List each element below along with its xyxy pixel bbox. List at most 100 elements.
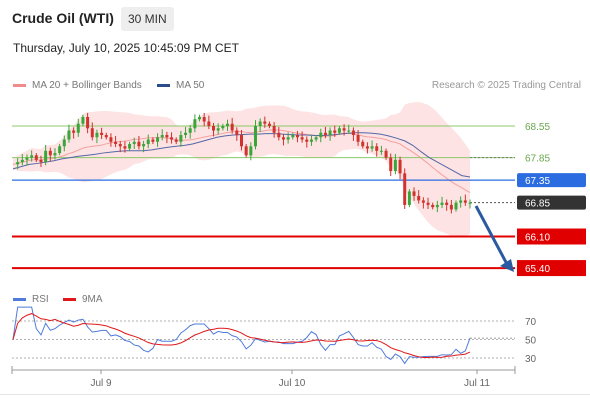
x-axis-tick-label: Jul 9: [90, 378, 112, 389]
rsi-tick-label: 70: [525, 317, 537, 328]
source-credit: Research © 2025 Trading Central: [431, 80, 581, 91]
candle-body: [216, 128, 220, 131]
candle-body: [463, 200, 467, 203]
candle-body: [109, 137, 113, 142]
candle-body: [305, 139, 309, 142]
candle-body: [34, 155, 38, 160]
candle-body: [72, 130, 76, 133]
candle-body: [226, 123, 230, 126]
candle-body: [300, 137, 304, 140]
candle-body: [53, 153, 57, 156]
candle-body: [86, 116, 90, 129]
candle-body: [333, 130, 337, 133]
bollinger-legend-label: MA 20 + Bollinger Bands: [32, 80, 142, 91]
support-tag: [517, 260, 586, 277]
candle-body: [114, 141, 118, 145]
legend-bollinger: MA 20 + Bollinger Bands: [13, 80, 142, 91]
candle-body: [193, 119, 197, 129]
candle-body: [132, 141, 136, 145]
candle-body: [435, 204, 439, 208]
chart-header: Crude Oil (WTI) 30 MIN Thursday, July 10…: [0, 0, 590, 70]
last-price-label: 66.85: [525, 199, 550, 210]
ma9-swatch: [63, 297, 76, 301]
resistance-label: 68.55: [525, 122, 550, 133]
candle-body: [244, 146, 248, 156]
ma50-swatch: [157, 83, 170, 87]
candle-body: [20, 159, 24, 163]
rsi-tick-label: 50: [525, 336, 537, 347]
candle-body: [384, 150, 388, 158]
rsi-line: [12, 306, 471, 365]
candle-body: [39, 159, 43, 163]
candle-body: [188, 128, 192, 133]
candle-body: [142, 144, 146, 147]
ma9-legend-label: 9MA: [82, 294, 103, 305]
candle-body: [323, 132, 327, 136]
rsi-ma-line: [12, 313, 471, 359]
candle-body: [417, 195, 421, 201]
candle-body: [198, 116, 202, 120]
candle-body: [174, 139, 178, 142]
bollinger-swatch: [13, 83, 26, 87]
candle-body: [393, 159, 397, 172]
candle-body: [160, 135, 164, 138]
candle-body: [230, 123, 234, 131]
candle-body: [146, 139, 150, 145]
candle-body: [44, 150, 48, 163]
candle-body: [263, 121, 267, 124]
ma50-legend-label: MA 50: [176, 80, 205, 91]
candle-body: [221, 126, 225, 129]
candle-body: [454, 202, 458, 210]
candle-body: [104, 135, 108, 138]
x-axis-tick-label: Jul 11: [464, 378, 490, 389]
candle-body: [328, 130, 332, 136]
candle-body: [258, 121, 262, 126]
forecast-arrow-head: [500, 259, 514, 272]
candle-body: [440, 202, 444, 205]
candle-body: [431, 204, 435, 208]
candle-body: [272, 126, 276, 133]
candle-body: [62, 139, 66, 147]
candle-body: [100, 132, 104, 136]
candle-body: [361, 141, 365, 147]
candle-body: [347, 130, 351, 132]
candle-body: [319, 132, 323, 138]
candle-body: [90, 128, 94, 138]
candle-body: [184, 132, 188, 136]
legend-9ma: 9MA: [63, 294, 103, 305]
report-datetime: Thursday, July 10, 2025 10:45:09 PM CET: [13, 41, 239, 55]
candle-body: [151, 139, 155, 142]
legend-ma50: MA 50: [157, 80, 204, 91]
candle-body: [295, 135, 299, 138]
candle-body: [291, 135, 295, 138]
instrument-title: Crude Oil (WTI): [12, 10, 114, 26]
candle-body: [137, 141, 141, 147]
candle-body: [170, 137, 174, 140]
candle-body: [67, 130, 71, 140]
candle-body: [76, 123, 80, 133]
support-label: 66.10: [525, 233, 550, 244]
timeframe-button[interactable]: 30 MIN: [121, 7, 174, 31]
bottom-border: [0, 394, 590, 395]
candle-body: [356, 135, 360, 142]
candle-body: [212, 126, 216, 131]
candle-body: [449, 204, 453, 210]
rsi-legend-label: RSI: [32, 294, 49, 305]
candle-body: [58, 146, 62, 154]
candle-body: [118, 144, 122, 147]
candle-body: [403, 173, 407, 205]
candle-body: [81, 116, 85, 124]
pivot-tag: [517, 173, 586, 188]
candle-body: [286, 137, 290, 140]
candle-body: [379, 150, 383, 152]
candle-body: [16, 162, 20, 165]
candle-body: [398, 159, 402, 174]
candle-body: [342, 128, 346, 131]
candle-body: [156, 137, 160, 142]
candle-body: [375, 146, 379, 151]
candle-body: [207, 121, 211, 126]
candle-body: [179, 135, 183, 142]
last-price-tag: [517, 195, 586, 210]
candle-body: [249, 146, 253, 156]
